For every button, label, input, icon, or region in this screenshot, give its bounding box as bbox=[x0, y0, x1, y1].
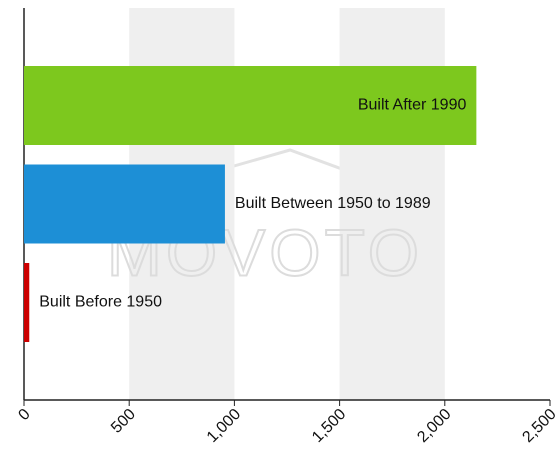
x-tick-label: 0 bbox=[15, 406, 33, 424]
bar-label: Built Before 1950 bbox=[39, 294, 162, 311]
bar bbox=[24, 66, 477, 145]
bar bbox=[24, 164, 225, 244]
x-tick-label: 1,000 bbox=[204, 406, 244, 446]
bar bbox=[24, 263, 30, 342]
x-tick-label: 1,500 bbox=[309, 406, 349, 446]
bar-label: Built After 1990 bbox=[358, 97, 467, 114]
x-tick-label: 2,500 bbox=[519, 406, 559, 446]
bar-label: Built Between 1950 to 1989 bbox=[235, 195, 431, 212]
x-tick-label: 2,000 bbox=[414, 406, 454, 446]
x-tick-label: 500 bbox=[108, 406, 139, 437]
